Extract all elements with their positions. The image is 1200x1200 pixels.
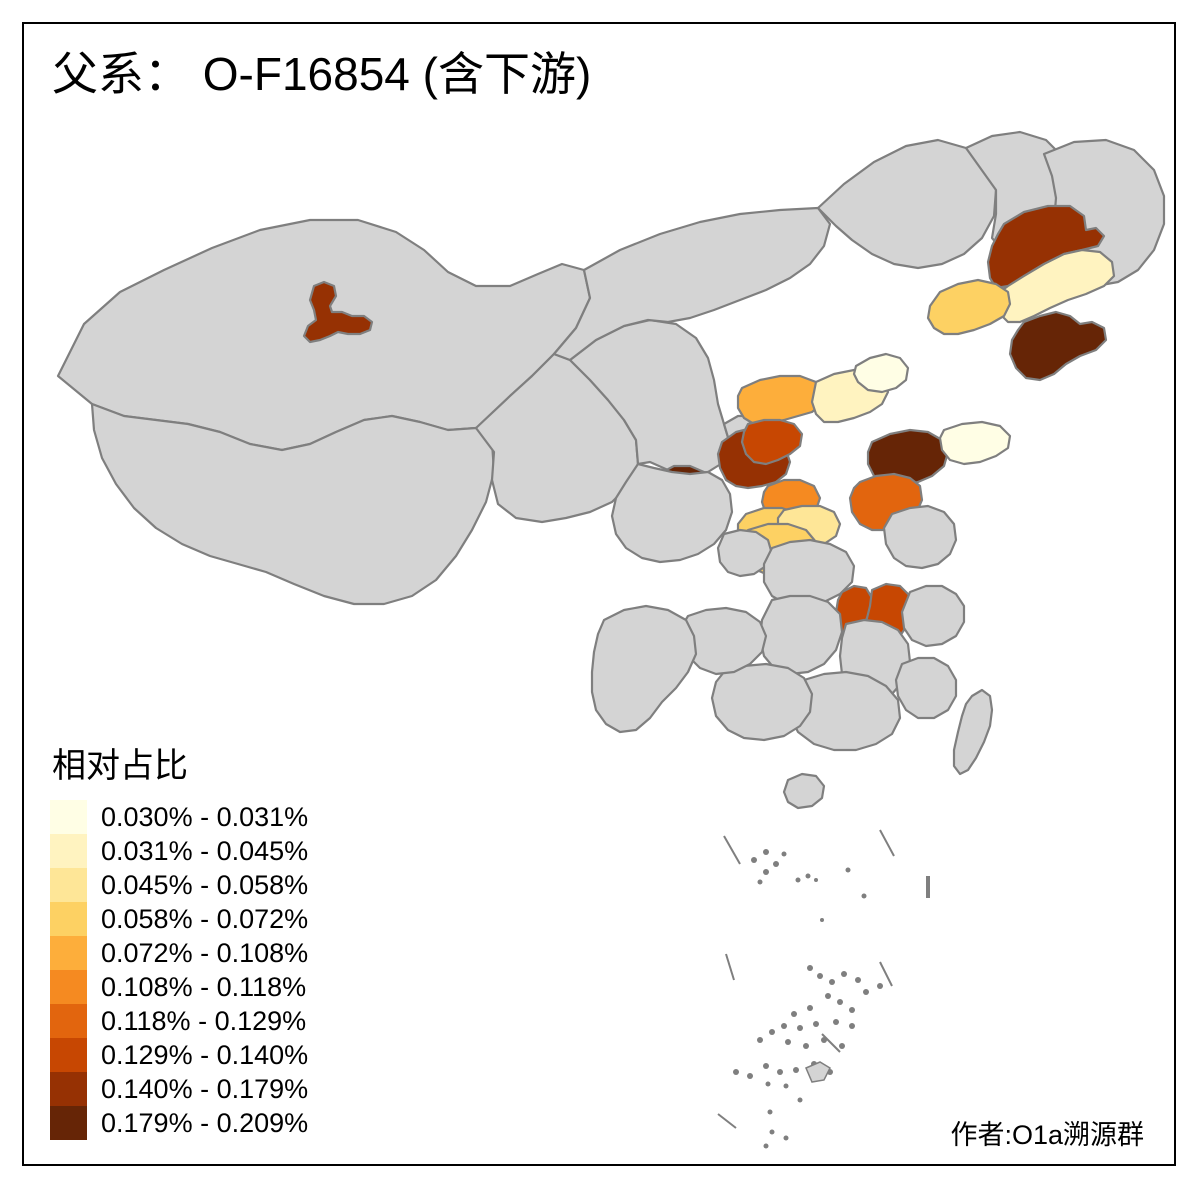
legend-row: 0.058% - 0.072% [50,902,390,936]
legend-label: 0.045% - 0.058% [101,870,309,900]
legend-row: 0.118% - 0.129% [50,1004,390,1038]
legend-title: 相对占比 [52,747,188,785]
legend-items: 0.030% - 0.031% 0.031% - 0.045% 0.045% - 0… [50,800,390,1140]
attribution-text: 作者:O1a溯源群 [950,1120,1144,1150]
legend-row: 0.140% - 0.179% [50,1072,390,1106]
legend-label: 0.179% - 0.209% [101,1108,309,1138]
legend-swatch [50,1106,87,1140]
page-title: 父系： O-F16854 (含下游) [52,48,592,100]
legend-swatch [50,800,87,834]
legend-row: 0.129% - 0.140% [50,1038,390,1072]
province-hainan [782,772,826,810]
legend-row: 0.030% - 0.031% [50,800,390,834]
legend-label: 0.058% - 0.072% [101,904,309,934]
province-yunnan [590,604,698,734]
province-inner-mongolia-north [816,138,998,270]
province-inner-mongolia-west [552,206,832,362]
province-guangxi [710,662,814,742]
region-shanxi-north [736,374,826,426]
legend-label: 0.031% - 0.045% [101,836,309,866]
legend-swatch [50,1038,87,1072]
region-inner-mongolia-east [926,278,1012,336]
legend-row: 0.031% - 0.045% [50,834,390,868]
legend-label: 0.030% - 0.031% [101,802,309,832]
legend-row: 0.108% - 0.118% [50,970,390,1004]
region-shandong-north [866,428,950,488]
south-china-sea-features [717,829,930,1149]
province-sichuan [610,462,734,564]
legend-label: 0.118% - 0.129% [101,1006,307,1036]
legend-swatch [50,868,87,902]
region-liaoning [1008,310,1108,382]
province-jiangsu [882,504,958,570]
legend-label: 0.140% - 0.179% [101,1074,309,1104]
province-taiwan [952,688,994,776]
region-xinjiang [302,280,374,344]
legend-swatch [50,970,87,1004]
legend-swatch [50,902,87,936]
legend-row: 0.045% - 0.058% [50,868,390,902]
region-beijing [852,352,910,394]
legend-label: 0.072% - 0.108% [101,938,309,968]
province-hunan [758,594,844,676]
legend-swatch [50,1004,87,1038]
province-chongqing [716,528,774,578]
map-base-provinces [56,130,1166,810]
legend-swatch [50,1072,87,1106]
province-fujian [894,656,958,720]
legend-swatch [50,936,87,970]
legend-label: 0.129% - 0.140% [101,1040,309,1070]
region-shanxi-mid [740,418,804,466]
province-hubei [762,538,856,608]
legend: 相对占比 0.030% - 0.031% 0.031% - 0.045% 0.045… [50,744,390,1140]
legend-row: 0.072% - 0.108% [50,936,390,970]
legend-label: 0.108% - 0.118% [101,972,307,1002]
china-choropleth-map [56,130,1166,1149]
province-xizang [90,402,496,606]
legend-swatch [50,834,87,868]
province-zhejiang [900,584,966,648]
legend-row: 0.179% - 0.209% [50,1106,390,1140]
region-shandong-peninsula [938,420,1012,466]
